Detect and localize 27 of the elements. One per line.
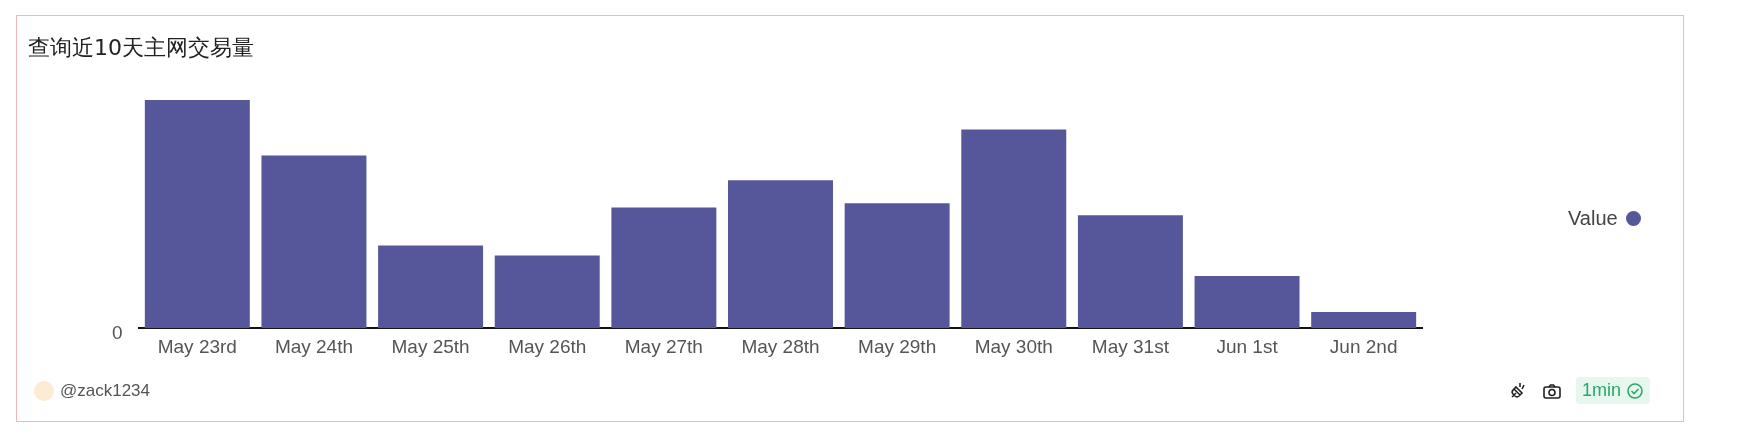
bar xyxy=(1194,275,1300,329)
x-tick-label: May 31st xyxy=(1091,335,1170,357)
bar xyxy=(261,155,367,329)
x-tick-label: May 30th xyxy=(974,335,1053,357)
x-tick-label: May 29th xyxy=(858,335,937,357)
bar xyxy=(611,207,717,329)
x-tick-label: May 24th xyxy=(274,335,354,357)
x-tick-label: May 28th xyxy=(741,335,820,357)
x-tick-label: May 23rd xyxy=(157,335,237,357)
x-tick-label: May 25th xyxy=(391,335,470,357)
x-tick-label: Jun 1st xyxy=(1216,335,1279,357)
x-tick-label: May 26th xyxy=(508,335,587,357)
text: 1min xyxy=(1582,380,1622,401)
x-tick-label: Jun 2nd xyxy=(1329,335,1398,357)
legend-label: Value xyxy=(1568,207,1618,230)
chart-title: 查询近10天主网交易量 xyxy=(28,34,254,62)
text: @zack1234 xyxy=(60,381,151,401)
bar xyxy=(144,100,250,329)
bar xyxy=(844,203,950,329)
bar xyxy=(1077,215,1183,329)
text: 0 xyxy=(112,322,123,344)
x-tick-label: May 27th xyxy=(624,335,703,357)
bar xyxy=(494,255,600,329)
bar xyxy=(961,129,1067,329)
bar xyxy=(378,245,484,329)
bar xyxy=(1311,312,1417,329)
bar xyxy=(728,180,833,329)
